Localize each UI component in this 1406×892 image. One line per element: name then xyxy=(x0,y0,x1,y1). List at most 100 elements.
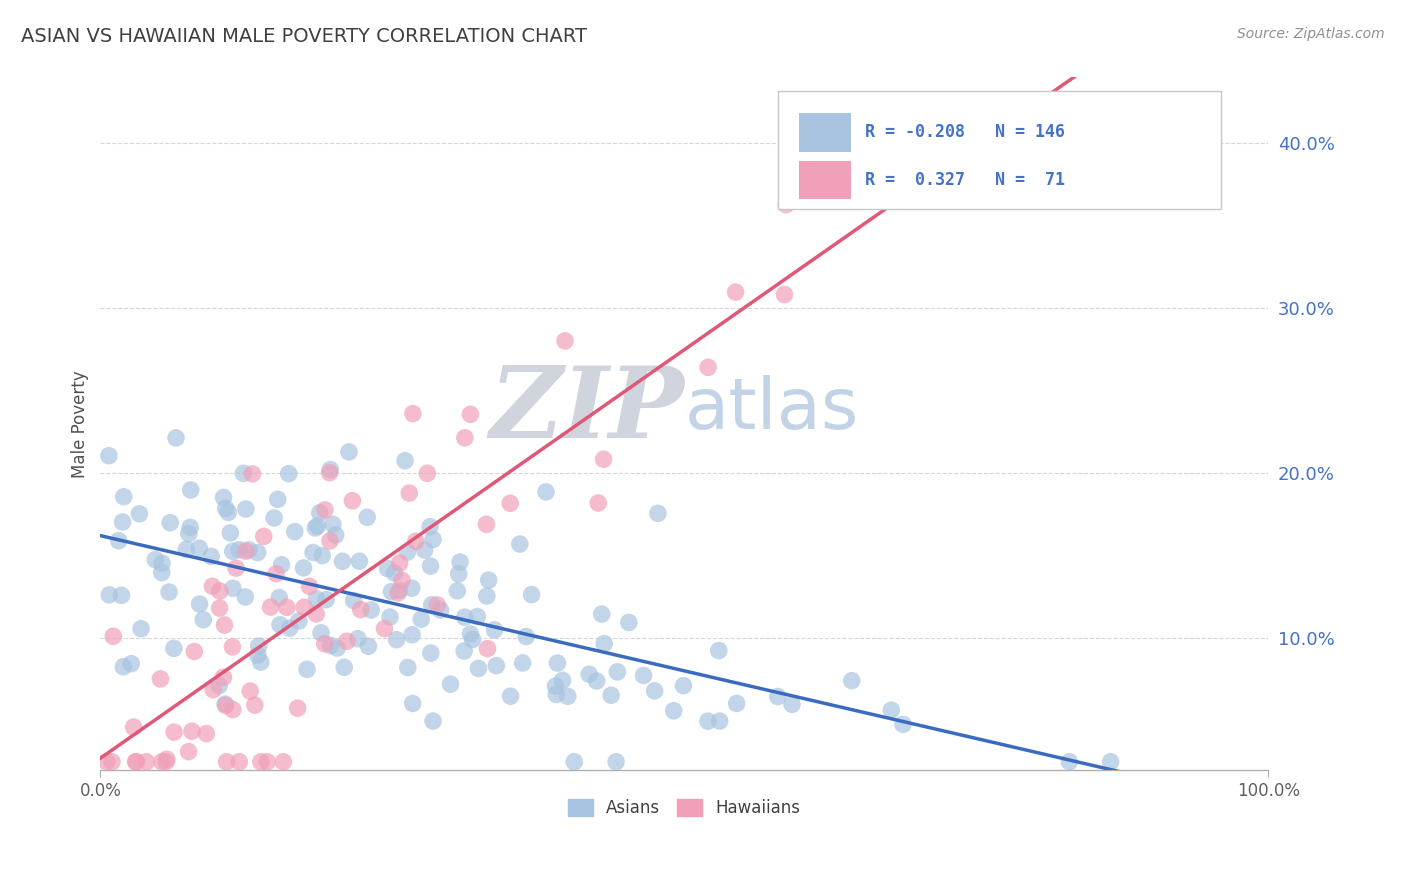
Point xyxy=(475,589,498,603)
Point xyxy=(420,598,443,612)
Point xyxy=(239,684,262,698)
Point xyxy=(97,449,120,463)
Point xyxy=(235,544,257,558)
Point xyxy=(592,452,614,467)
Point xyxy=(273,755,295,769)
Point xyxy=(391,574,413,588)
Point xyxy=(336,634,359,648)
Point xyxy=(163,725,186,739)
Point xyxy=(402,407,425,421)
Point xyxy=(135,755,157,769)
Point xyxy=(188,541,211,556)
Point xyxy=(385,632,408,647)
Point xyxy=(446,583,468,598)
Point xyxy=(773,287,796,301)
Point xyxy=(309,625,332,640)
Point xyxy=(276,600,298,615)
Point xyxy=(460,627,482,641)
Point xyxy=(259,600,281,615)
Point xyxy=(311,549,333,563)
Point xyxy=(515,630,537,644)
Point xyxy=(775,197,797,211)
Point xyxy=(305,607,328,621)
Point xyxy=(891,717,914,731)
Point xyxy=(841,673,863,688)
Point xyxy=(225,561,247,575)
Point xyxy=(288,614,311,628)
Point xyxy=(277,467,299,481)
Point xyxy=(217,505,239,519)
Point xyxy=(551,673,574,688)
Point xyxy=(155,755,177,769)
Point xyxy=(112,659,135,673)
Point xyxy=(212,670,235,684)
Point xyxy=(326,640,349,655)
Point xyxy=(402,697,425,711)
Point xyxy=(342,493,364,508)
Point xyxy=(307,519,329,533)
Point xyxy=(332,554,354,568)
Point xyxy=(176,542,198,557)
Point xyxy=(562,755,585,769)
Point xyxy=(305,591,328,606)
Point xyxy=(396,545,419,559)
Point xyxy=(98,588,121,602)
Point xyxy=(228,755,250,769)
Point xyxy=(208,601,231,615)
Text: atlas: atlas xyxy=(685,376,859,444)
Point xyxy=(150,556,173,570)
Point xyxy=(509,537,531,551)
Point xyxy=(477,641,499,656)
Point xyxy=(411,612,433,626)
Point xyxy=(520,588,543,602)
Point xyxy=(449,555,471,569)
Point xyxy=(233,590,256,604)
Point xyxy=(600,688,623,702)
Point xyxy=(253,529,276,543)
Point xyxy=(346,632,368,646)
Point xyxy=(242,467,264,481)
Point xyxy=(222,544,245,558)
Point xyxy=(129,622,152,636)
Point xyxy=(546,656,568,670)
Point xyxy=(484,623,506,637)
Point xyxy=(512,656,534,670)
Point xyxy=(267,492,290,507)
Point xyxy=(110,588,132,602)
Point xyxy=(219,525,242,540)
Point xyxy=(195,726,218,740)
Point xyxy=(357,639,380,653)
Point xyxy=(163,641,186,656)
Point xyxy=(454,610,477,624)
Point xyxy=(647,507,669,521)
Point xyxy=(177,745,200,759)
FancyBboxPatch shape xyxy=(778,91,1222,209)
Point xyxy=(157,585,180,599)
Point xyxy=(447,566,470,581)
Y-axis label: Male Poverty: Male Poverty xyxy=(72,370,89,477)
Point xyxy=(585,673,607,688)
Point xyxy=(111,515,134,529)
Point xyxy=(319,639,342,653)
Point xyxy=(228,542,250,557)
Point xyxy=(319,533,342,548)
Point xyxy=(232,467,254,481)
Point xyxy=(179,520,201,534)
Point xyxy=(201,579,224,593)
Point xyxy=(165,431,187,445)
Point xyxy=(554,334,576,348)
Point xyxy=(208,584,231,599)
Point xyxy=(461,632,484,647)
Point xyxy=(605,755,627,769)
Point xyxy=(222,581,245,595)
Point xyxy=(101,755,124,769)
Point xyxy=(725,697,748,711)
Point xyxy=(384,566,406,580)
Point xyxy=(150,566,173,580)
Point xyxy=(380,584,402,599)
FancyBboxPatch shape xyxy=(799,161,851,199)
Point xyxy=(633,668,655,682)
Text: R = -0.208   N = 146: R = -0.208 N = 146 xyxy=(865,123,1066,142)
Point xyxy=(337,445,360,459)
Point xyxy=(453,644,475,658)
